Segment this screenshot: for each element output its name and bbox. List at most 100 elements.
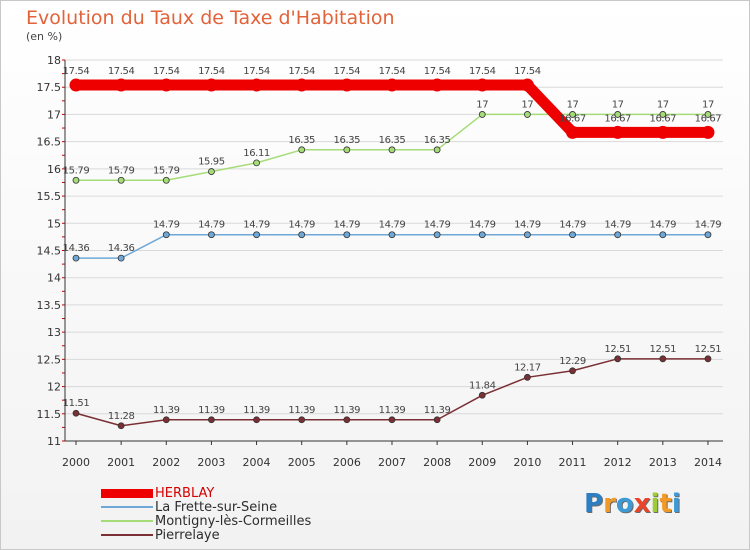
data-point (659, 355, 667, 363)
data-label: 11.84 (469, 380, 496, 391)
logo-letter: i (650, 489, 660, 519)
data-label: 16.35 (288, 135, 315, 146)
y-tick-label: 18 (47, 54, 61, 67)
data-label: 15.79 (108, 165, 135, 176)
data-label: 15.79 (153, 165, 180, 176)
data-label: 17.54 (514, 66, 541, 77)
x-tick-label: 2013 (649, 456, 677, 469)
data-point (295, 78, 309, 92)
data-label: 11.39 (379, 405, 406, 416)
data-label: 11.39 (198, 405, 225, 416)
y-tick-label: 11 (47, 435, 61, 448)
data-point (208, 416, 215, 424)
data-point (478, 231, 486, 239)
data-label: 14.79 (243, 220, 270, 231)
y-tick-label: 17.5 (37, 81, 62, 94)
x-tick-label: 2003 (197, 456, 225, 469)
data-point (162, 416, 170, 424)
data-label: 12.29 (559, 356, 586, 367)
data-label: 16.11 (243, 148, 270, 159)
data-point (569, 367, 576, 375)
y-tick-label: 11.5 (37, 408, 62, 421)
data-label: 11.39 (243, 405, 270, 416)
data-label: 17.54 (108, 66, 135, 77)
data-point (162, 231, 170, 239)
data-point (614, 111, 622, 118)
x-tick-label: 2010 (513, 456, 541, 469)
data-label: 17.54 (379, 66, 406, 77)
data-point (478, 111, 486, 118)
data-label: 14.79 (469, 220, 496, 231)
data-label: 16.35 (379, 135, 406, 146)
data-label: 17.54 (198, 66, 225, 77)
data-label: 15.95 (198, 157, 225, 168)
data-point (208, 231, 215, 239)
x-tick-label: 2014 (694, 456, 722, 469)
y-tick-label: 12 (47, 381, 61, 394)
chart-title: Evolution du Taux de Taxe d'Habitation (26, 7, 395, 29)
data-point (478, 391, 486, 399)
data-point (385, 78, 399, 92)
data-point (524, 111, 531, 118)
data-point (117, 422, 125, 430)
data-point (298, 231, 306, 239)
x-tick-label: 2005 (288, 456, 316, 469)
data-point (659, 111, 667, 118)
data-label: 11.51 (63, 398, 90, 409)
data-labels: 14.36 14.36 14.79 14.79 14.79 14.79 14.79 14.79… (63, 66, 722, 422)
series-lines (69, 78, 715, 430)
y-tick-label: 14 (47, 272, 61, 285)
data-point (159, 78, 173, 92)
legend-swatch (101, 506, 153, 508)
y-tick-label: 15.5 (37, 190, 62, 203)
x-tick-label: 2011 (559, 456, 587, 469)
data-label: 16.35 (424, 135, 451, 146)
y-tick-label: 17 (47, 108, 61, 121)
data-label: 14.79 (288, 220, 315, 231)
data-point (433, 416, 441, 424)
data-point (117, 254, 125, 262)
y-tick-label: 13 (47, 326, 61, 339)
data-label: 16.67 (604, 113, 631, 124)
data-point (72, 176, 80, 184)
data-point (566, 125, 580, 139)
data-point (701, 125, 715, 139)
x-tick-label: 2001 (107, 456, 135, 469)
data-label: 14.79 (379, 220, 406, 231)
data-point (298, 416, 306, 424)
data-point (659, 231, 667, 239)
data-label: 17.54 (153, 66, 180, 77)
data-point (614, 355, 622, 363)
data-label: 14.79 (559, 220, 586, 231)
data-point (388, 231, 396, 239)
data-point (117, 176, 125, 184)
data-label: 17.54 (243, 66, 270, 77)
legend-label: La Frette-sur-Seine (155, 500, 278, 515)
data-label: 14.79 (334, 220, 361, 231)
data-label: 14.36 (63, 243, 90, 254)
y-tick-label: 12.5 (37, 353, 62, 366)
data-label: 14.79 (604, 220, 631, 231)
data-point (388, 416, 396, 424)
legend-swatch (101, 489, 153, 498)
data-label: 17 (567, 99, 579, 110)
data-point (72, 254, 80, 262)
data-point (475, 78, 489, 92)
data-point (430, 78, 444, 92)
data-point (433, 231, 441, 239)
y-tick-label: 13.5 (37, 299, 62, 312)
data-label: 17.54 (334, 66, 361, 77)
data-label: 17 (612, 99, 624, 110)
data-point (250, 78, 264, 92)
data-point (253, 416, 260, 424)
data-label: 14.79 (514, 220, 541, 231)
y-tick-label: 16.5 (37, 136, 62, 149)
data-label: 17.54 (469, 66, 496, 77)
x-tick-label: 2007 (378, 456, 406, 469)
data-point (343, 416, 351, 424)
data-label: 17 (702, 99, 714, 110)
data-point (388, 146, 396, 154)
data-point (656, 125, 670, 139)
data-point (704, 355, 712, 363)
